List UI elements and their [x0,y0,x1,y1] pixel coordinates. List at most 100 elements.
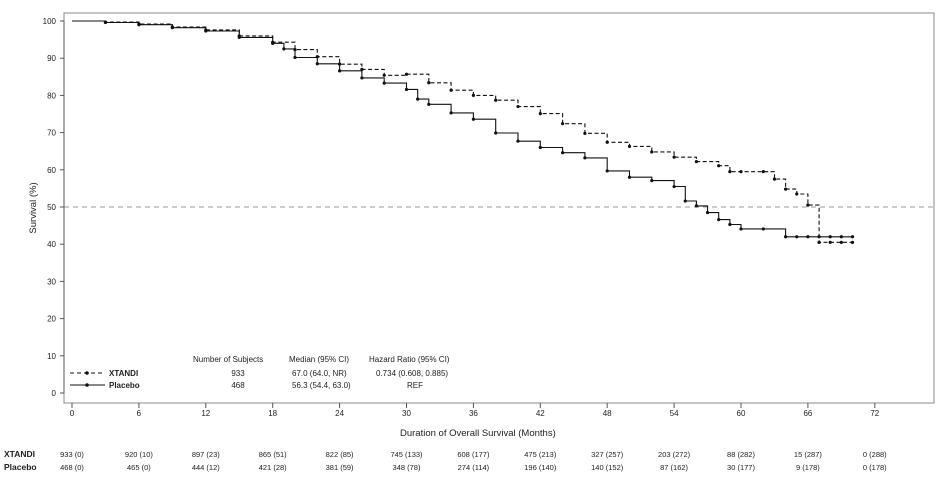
censor-point-xtandi [694,160,699,164]
censor-point-placebo [516,139,520,143]
at-risk-value-placebo: 9 (178) [796,463,820,472]
censor-point-placebo [694,204,699,208]
censor-point-xtandi [471,93,475,97]
censor-point-placebo [137,23,141,27]
at-risk-value-xtandi: 920 (10) [125,450,153,459]
censor-point-placebo [170,26,174,30]
censor-point-placebo [103,20,108,25]
y-tick-label: 100 [43,17,57,26]
at-risk-value-placebo: 465 (0) [127,463,151,472]
censor-point-xtandi [650,150,654,154]
at-risk-value-xtandi: 865 (51) [259,450,287,459]
x-tick-label: 54 [670,409,679,418]
censor-point-placebo [237,35,241,39]
at-risk-value-placebo: 140 (152) [591,463,624,472]
censor-point-placebo [427,102,431,106]
censor-point-xtandi [561,122,565,126]
censor-point-xtandi [382,73,386,77]
at-risk-value-placebo: 196 (140) [524,463,557,472]
series-line-xtandi [72,20,853,243]
at-risk-value-placebo: 0 (178) [863,463,887,472]
censor-point-xtandi [538,112,542,116]
y-tick-label: 0 [52,389,57,398]
y-axis-title: Survival (%) [28,182,39,233]
at-risk-value-placebo: 381 (59) [326,463,354,472]
at-risk-value-xtandi: 608 (177) [457,450,490,459]
at-risk-value-xtandi: 0 (288) [863,450,887,459]
x-tick-label: 48 [603,409,612,418]
censor-point-xtandi [360,67,364,71]
censor-point-xtandi [427,81,431,85]
censor-point-placebo [739,227,743,231]
censor-point-placebo [850,235,855,239]
risk-label-placebo: Placebo [4,462,37,472]
legend-label-xtandi: XTANDI [109,369,138,378]
censor-point-xtandi [672,155,676,159]
at-risk-value-xtandi: 15 (287) [794,450,822,459]
stats-xtandi-hr: 0.734 (0.608, 0.885) [376,369,448,378]
censor-point-placebo [449,111,453,115]
at-risk-value-xtandi: 88 (282) [727,450,755,459]
censor-point-xtandi [449,88,453,92]
stats-placebo-subjects: 468 [231,381,245,390]
y-tick-label: 90 [47,54,56,63]
x-tick-label: 60 [737,409,746,418]
stats-header-subjects: Number of Subjects [193,355,263,364]
censor-point-xtandi [795,192,799,196]
censor-point-placebo [271,41,275,45]
censor-point-placebo [828,235,832,239]
censor-point-xtandi [761,170,765,174]
censor-point-placebo [315,62,319,66]
censor-point-placebo [561,151,565,155]
x-tick-label: 36 [469,409,478,418]
censor-point-xtandi [717,164,721,168]
at-risk-value-xtandi: 327 (257) [591,450,624,459]
x-tick-label: 12 [201,409,210,418]
censor-point-placebo [839,235,843,239]
censor-point-xtandi [605,140,609,144]
censor-point-xtandi [817,240,821,244]
series-line-placebo [72,20,853,238]
censor-point-xtandi [404,72,409,76]
censor-point-placebo [282,47,286,51]
censor-point-placebo [204,29,208,33]
y-tick-label: 70 [47,129,56,138]
censor-point-xtandi [784,187,788,191]
stats-header-median: Median (95% CI) [289,355,349,364]
y-tick-label: 80 [47,91,56,100]
y-tick-label: 40 [47,240,56,249]
censor-point-placebo [761,227,765,231]
x-tick-label: 30 [402,409,411,418]
censor-point-placebo [583,156,587,160]
censor-point-placebo [538,145,542,150]
censor-point-placebo [605,169,609,173]
censor-point-xtandi [828,240,832,244]
at-risk-value-xtandi: 203 (272) [658,450,691,459]
censor-point-xtandi [516,104,520,109]
censor-point-xtandi [494,98,498,102]
risk-label-xtandi: XTANDI [4,449,35,459]
censor-point-xtandi [728,170,732,174]
censor-point-placebo [683,199,687,203]
stats-table: Number of Subjects Median (95% CI) Hazar… [70,355,450,390]
legend-marker-placebo [85,383,89,387]
at-risk-value-placebo: 421 (28) [259,463,287,472]
y-tick-label: 10 [47,352,56,361]
censor-point-xtandi [627,144,632,148]
at-risk-value-xtandi: 933 (0) [60,450,84,459]
stats-placebo-median: 56.3 (54.4, 63.0) [292,381,351,390]
censor-point-placebo [795,235,799,239]
at-risk-value-xtandi: 897 (23) [192,450,220,459]
censor-point-placebo [416,97,420,101]
censor-point-xtandi [583,131,587,135]
stats-header-hr: Hazard Ratio (95% CI) [369,355,450,364]
at-risk-value-xtandi: 475 (213) [524,450,557,459]
y-tick-label: 30 [47,277,56,286]
censor-point-placebo [717,218,721,222]
stats-xtandi-median: 67.0 (64.0, NR) [292,369,347,378]
censor-point-placebo [494,131,498,135]
censor-point-placebo [817,235,821,239]
